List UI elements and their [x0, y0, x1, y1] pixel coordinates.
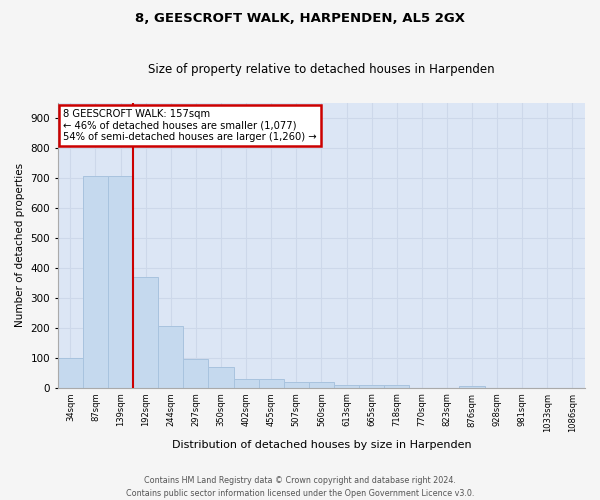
- Bar: [208, 366, 233, 388]
- Text: Contains HM Land Registry data © Crown copyright and database right 2024.
Contai: Contains HM Land Registry data © Crown c…: [126, 476, 474, 498]
- Bar: [284, 382, 309, 388]
- Bar: [259, 378, 284, 388]
- Bar: [334, 384, 359, 388]
- Text: 8 GEESCROFT WALK: 157sqm
← 46% of detached houses are smaller (1,077)
54% of sem: 8 GEESCROFT WALK: 157sqm ← 46% of detach…: [63, 108, 317, 142]
- Bar: [233, 378, 259, 388]
- Bar: [384, 386, 409, 388]
- Bar: [359, 386, 384, 388]
- Bar: [158, 326, 184, 388]
- Bar: [133, 277, 158, 388]
- Bar: [460, 386, 485, 388]
- Bar: [58, 358, 83, 388]
- Bar: [184, 359, 208, 388]
- Y-axis label: Number of detached properties: Number of detached properties: [15, 164, 25, 328]
- Bar: [309, 382, 334, 388]
- Title: Size of property relative to detached houses in Harpenden: Size of property relative to detached ho…: [148, 62, 495, 76]
- Text: 8, GEESCROFT WALK, HARPENDEN, AL5 2GX: 8, GEESCROFT WALK, HARPENDEN, AL5 2GX: [135, 12, 465, 26]
- X-axis label: Distribution of detached houses by size in Harpenden: Distribution of detached houses by size …: [172, 440, 471, 450]
- Bar: [83, 176, 108, 388]
- Bar: [108, 176, 133, 388]
